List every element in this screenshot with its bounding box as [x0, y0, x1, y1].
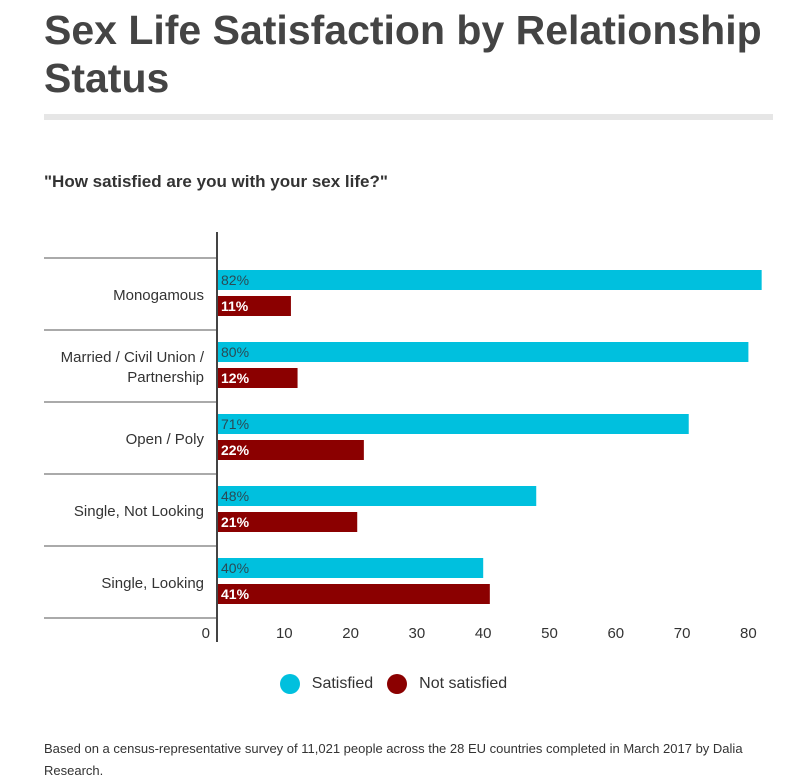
source-note: Based on a census-representative survey …: [44, 741, 743, 778]
data-label-not-satisfied: 22%: [221, 442, 250, 458]
data-label-not-satisfied: 41%: [221, 586, 250, 602]
bar-satisfied: [218, 270, 762, 290]
x-tick-label: 10: [276, 625, 293, 642]
data-label-satisfied: 80%: [221, 344, 249, 360]
bar-not-satisfied: [218, 440, 364, 460]
legend-item-satisfied[interactable]: Satisfied: [279, 674, 374, 694]
title-divider: [44, 114, 773, 120]
bar-satisfied: [218, 414, 689, 434]
x-tick-label: 50: [541, 625, 558, 642]
legend-label-not-satisfied: Not satisfied: [419, 675, 508, 692]
x-tick-label: 0: [202, 625, 210, 642]
legend-swatch-satisfied: [279, 674, 300, 694]
bar-not-satisfied: [218, 584, 490, 604]
category-label: Single, Looking: [101, 575, 204, 592]
bar-not-satisfied: [218, 368, 298, 388]
x-tick-label: 60: [607, 625, 624, 642]
category-label: Open / Poly: [126, 431, 205, 448]
bar-satisfied: [218, 486, 537, 506]
legend-swatch-not-satisfied: [387, 674, 408, 694]
bar-satisfied: [218, 342, 749, 362]
category-label: Married / Civil Union /: [61, 349, 205, 366]
category-label: Monogamous: [113, 287, 204, 304]
x-tick-label: 80: [740, 625, 757, 642]
legend-item-not-satisfied[interactable]: Not satisfied: [387, 674, 507, 694]
legend: Satisfied Not satisfied: [0, 674, 787, 694]
bar-chart: Monogamous 82% 11% Married / Civil Union / P…: [44, 232, 762, 642]
category-label: Single, Not Looking: [74, 503, 204, 520]
data-label-satisfied: 71%: [221, 416, 249, 432]
bar-not-satisfied: [218, 512, 358, 532]
data-label-not-satisfied: 12%: [221, 370, 250, 386]
x-tick-label: 30: [409, 625, 426, 642]
legend-label-satisfied: Satisfied: [311, 675, 374, 692]
chart-subtitle: "How satisfied are you with your sex lif…: [44, 172, 388, 191]
data-label-not-satisfied: 11%: [221, 298, 249, 314]
bar-satisfied: [218, 558, 484, 578]
x-tick-label: 40: [475, 625, 492, 642]
x-tick-label: 20: [342, 625, 359, 642]
data-label-satisfied: 48%: [221, 488, 249, 504]
x-tick-label: 70: [674, 625, 691, 642]
category-label: Partnership: [127, 369, 204, 386]
page-title: Sex Life Satisfaction by Relationship St…: [44, 7, 762, 101]
bar-not-satisfied: [218, 296, 291, 316]
data-label-satisfied: 82%: [221, 272, 249, 288]
data-label-not-satisfied: 21%: [221, 514, 250, 530]
data-label-satisfied: 40%: [221, 560, 249, 576]
